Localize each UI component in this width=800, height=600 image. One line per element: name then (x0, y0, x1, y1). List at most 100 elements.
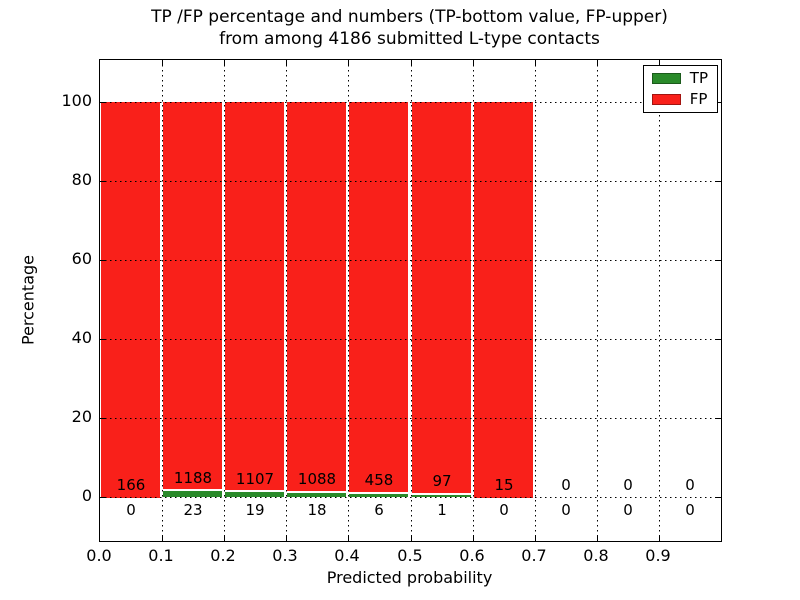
legend-entry-fp: FP (651, 90, 708, 108)
x-tick-label: 0.9 (645, 546, 671, 565)
x-tick-label: 0.5 (397, 546, 423, 565)
y-tick-left (100, 418, 105, 419)
x-tick-bottom (597, 536, 598, 541)
tp-count-label: 0 (499, 501, 509, 519)
x-tick-bottom (162, 536, 163, 541)
x-tick-label: 0.8 (583, 546, 609, 565)
fp-count-label: 0 (623, 476, 633, 494)
annotations-layer: 166 0 1188 23 1107 19 1088 18 458 6 97 1 15 0 0 0 0 0 0 0 (100, 60, 721, 541)
bars-layer (100, 60, 721, 541)
tp-count-label: 0 (685, 501, 695, 519)
legend-label-tp: TP (689, 69, 708, 87)
y-tick-left (100, 497, 105, 498)
x-tick-top (597, 60, 598, 65)
bar-fp-6 (474, 102, 533, 498)
h-gridline (100, 497, 721, 498)
y-tick-right (716, 418, 721, 419)
y-tick-label: 80 (71, 170, 92, 189)
tp-count-label: 0 (126, 501, 136, 519)
y-tick-right (716, 181, 721, 182)
fp-count-label: 1088 (297, 470, 337, 488)
tp-count-label: 0 (561, 501, 571, 519)
x-tick-top (535, 60, 536, 65)
x-tick-top (411, 60, 412, 65)
x-tick-label: 0.7 (521, 546, 547, 565)
v-gridline (597, 60, 598, 541)
fp-count-label: 458 (364, 471, 394, 489)
bar-fp-2 (225, 102, 284, 491)
x-tick-top (348, 60, 349, 65)
y-axis-label: Percentage (18, 254, 38, 346)
x-tick-label: 0.1 (148, 546, 174, 565)
tp-count-label: 18 (307, 501, 327, 519)
h-gridline (100, 260, 721, 261)
fp-count-label: 1188 (173, 469, 213, 487)
legend: TP FP (642, 65, 718, 113)
bar-fp-4 (349, 102, 408, 493)
x-tick-bottom (659, 536, 660, 541)
y-tick-right (716, 102, 721, 103)
legend-label-fp: FP (689, 90, 708, 108)
grid-layer (100, 60, 721, 541)
bar-fp-1 (163, 102, 222, 490)
x-tick-label: 0.2 (210, 546, 236, 565)
fp-count-label: 15 (494, 476, 514, 494)
plot-area: 166 0 1188 23 1107 19 1088 18 458 6 97 1 15 0 0 0 0 0 0 0 T… (99, 59, 722, 542)
v-gridline (286, 60, 287, 541)
fp-count-label: 97 (432, 472, 452, 490)
y-tick-right (716, 497, 721, 498)
y-tick-left (100, 181, 105, 182)
bar-tp-4 (349, 492, 408, 497)
tp-count-label: 0 (623, 501, 633, 519)
x-tick-bottom (473, 536, 474, 541)
y-tick-left (100, 102, 105, 103)
x-tick-label: 0.3 (272, 546, 298, 565)
h-gridline (100, 339, 721, 340)
v-gridline (411, 60, 412, 541)
v-gridline (224, 60, 225, 541)
y-tick-left (100, 260, 105, 261)
x-tick-top (473, 60, 474, 65)
y-tick-right (716, 260, 721, 261)
y-tick-label: 40 (71, 328, 92, 347)
y-tick-left (100, 339, 105, 340)
bar-tp-5 (412, 493, 471, 497)
h-gridline (100, 102, 721, 103)
h-gridline (100, 418, 721, 419)
tp-color-swatch-icon (651, 73, 681, 84)
x-axis-label: Predicted probability (326, 568, 493, 587)
x-tick-bottom (411, 536, 412, 541)
legend-entry-tp: TP (651, 69, 708, 87)
x-tick-bottom (224, 536, 225, 541)
h-gridline (100, 181, 721, 182)
x-tick-label: 0.6 (459, 546, 485, 565)
chart-title: TP /FP percentage and numbers (TP-bottom… (99, 6, 720, 50)
y-tick-label: 0 (81, 486, 92, 505)
v-gridline (659, 60, 660, 541)
tp-count-label: 6 (374, 501, 384, 519)
x-tick-bottom (286, 536, 287, 541)
bar-tp-3 (287, 491, 346, 497)
y-tick-label: 20 (71, 407, 92, 426)
tp-count-label: 1 (437, 501, 447, 519)
x-tick-bottom (535, 536, 536, 541)
chart-title-line1: TP /FP percentage and numbers (TP-bottom… (151, 7, 668, 27)
fp-count-label: 1107 (235, 470, 275, 488)
v-gridline (348, 60, 349, 541)
tp-count-label: 23 (183, 501, 203, 519)
fp-count-label: 166 (116, 476, 146, 494)
fp-count-label: 0 (561, 476, 571, 494)
bar-tp-2 (225, 490, 284, 497)
y-tick-label: 100 (61, 91, 92, 110)
x-tick-top (224, 60, 225, 65)
fp-color-swatch-icon (651, 94, 681, 105)
bar-fp-3 (287, 102, 346, 491)
bar-fp-5 (412, 102, 471, 494)
v-gridline (535, 60, 536, 541)
x-tick-top (162, 60, 163, 65)
v-gridline (473, 60, 474, 541)
x-tick-top (286, 60, 287, 65)
ticks-layer (100, 60, 721, 541)
chart-title-line2: from among 4186 submitted L-type contact… (219, 29, 600, 49)
